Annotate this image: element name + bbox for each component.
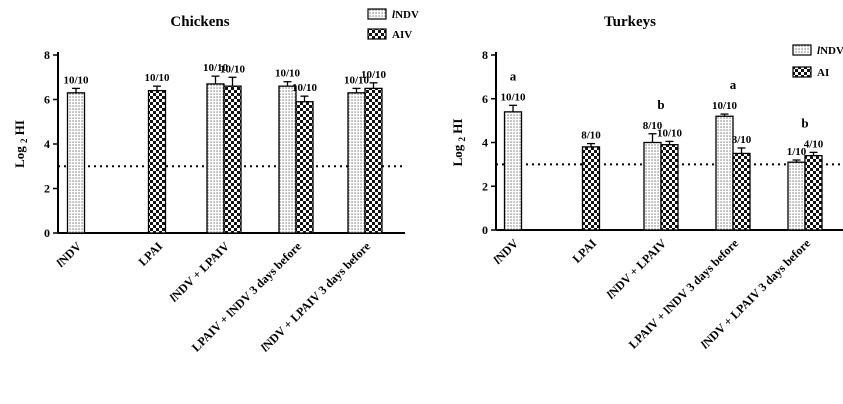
y-tick-label: 8	[44, 48, 50, 62]
data-label: 10/10	[275, 68, 301, 80]
data-label: 10/10	[292, 82, 318, 94]
significance-letter: a	[730, 77, 737, 92]
data-label: 10/10	[203, 62, 229, 74]
y-tick-label: 6	[44, 93, 50, 107]
bar	[295, 101, 314, 234]
data-label: 10/10	[657, 127, 683, 139]
legend-label: lNDV	[392, 9, 419, 21]
bar	[660, 144, 679, 231]
data-label: 10/10	[63, 74, 89, 86]
bar	[715, 115, 734, 231]
y-tick-label: 8	[482, 48, 488, 62]
y-axis-label: Log 2 HI	[12, 120, 29, 168]
legend-swatch	[367, 28, 387, 40]
data-label: 10/10	[500, 91, 526, 103]
significance-letter: b	[657, 97, 664, 112]
significance-letter: a	[510, 68, 517, 83]
x-tick-label: lNDV + LPAIV	[167, 239, 233, 305]
y-tick-label: 6	[482, 92, 488, 106]
bar	[206, 83, 225, 234]
y-tick-label: 0	[44, 226, 50, 240]
y-tick-label: 2	[482, 179, 488, 193]
data-label: 3/10	[732, 134, 752, 146]
y-tick-label: 2	[44, 182, 50, 196]
bar	[347, 92, 366, 234]
data-label: 1/10	[787, 146, 807, 158]
bar	[732, 152, 751, 231]
x-tick-label: lNDV	[490, 236, 521, 267]
legend-label: AI	[817, 67, 829, 79]
data-label: 10/10	[144, 72, 170, 84]
data-label: 10/10	[712, 100, 738, 112]
bar	[223, 85, 242, 234]
y-axis-label: Log 2 HI	[450, 119, 467, 167]
data-label: 10/10	[344, 74, 370, 86]
y-tick-label: 0	[482, 223, 488, 237]
bar	[147, 89, 167, 234]
legend-swatch	[792, 44, 812, 56]
data-label: 10/10	[220, 63, 246, 75]
bar	[364, 87, 383, 234]
bar	[581, 146, 601, 231]
bar	[804, 154, 823, 231]
x-tick-label: lNDV + LPAIV	[604, 236, 670, 302]
bar	[643, 141, 662, 231]
legend-swatch	[792, 66, 812, 78]
legend-label: AIV	[392, 29, 412, 41]
legend-label: lNDV	[817, 45, 843, 57]
y-tick-label: 4	[44, 137, 50, 151]
chart-title: Turkeys	[604, 14, 656, 30]
data-label: 4/10	[804, 138, 824, 150]
bar	[787, 161, 806, 231]
bar	[66, 92, 86, 234]
significance-letter: b	[801, 115, 808, 130]
chart-title: Chickens	[170, 14, 229, 30]
data-label: 8/10	[581, 130, 601, 142]
bar	[278, 85, 297, 234]
legend-swatch	[367, 8, 387, 20]
x-tick-label: lNDV	[53, 239, 84, 270]
data-label: 10/10	[361, 69, 387, 81]
x-tick-label: LPAI	[136, 239, 166, 269]
x-tick-label: LPAI	[570, 236, 600, 266]
x-tick-label: lNDV + LPAIV 3 days before	[258, 239, 374, 355]
bar	[503, 111, 523, 231]
y-tick-label: 4	[482, 136, 488, 150]
data-label: 8/10	[643, 120, 663, 132]
